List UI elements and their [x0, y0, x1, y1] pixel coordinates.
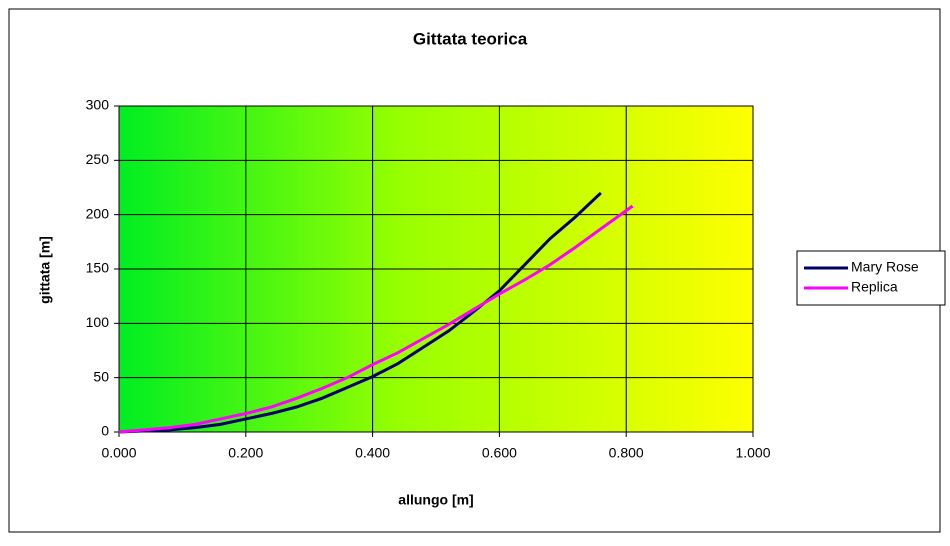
- legend: [796, 250, 946, 306]
- series-line: [118, 204, 634, 434]
- x-tick-label: 0.600: [482, 445, 517, 461]
- y-tick-label: 250: [86, 151, 110, 167]
- y-tick-label: 150: [86, 260, 110, 276]
- x-tick-label: 0.000: [101, 445, 136, 461]
- series-line: [118, 191, 602, 434]
- x-tick-label: 0.200: [228, 445, 263, 461]
- y-tick-label: 300: [86, 97, 110, 113]
- y-tick-label: 0: [101, 423, 109, 439]
- chart-title: Gittata teorica: [413, 29, 528, 48]
- y-tick-label: 200: [86, 205, 110, 221]
- x-tick-label: 1.000: [735, 445, 770, 461]
- y-tick-label: 100: [86, 314, 110, 330]
- legend-label: Mary Rose: [851, 259, 919, 275]
- y-tick-label: 50: [93, 368, 109, 384]
- x-tick-label: 0.400: [355, 445, 390, 461]
- y-axis-label: gittata [m]: [37, 236, 53, 304]
- x-tick-label: 0.800: [609, 445, 644, 461]
- legend-label: Replica: [851, 279, 898, 295]
- x-axis-label: allungo [m]: [398, 492, 473, 508]
- plot-border: [118, 105, 754, 433]
